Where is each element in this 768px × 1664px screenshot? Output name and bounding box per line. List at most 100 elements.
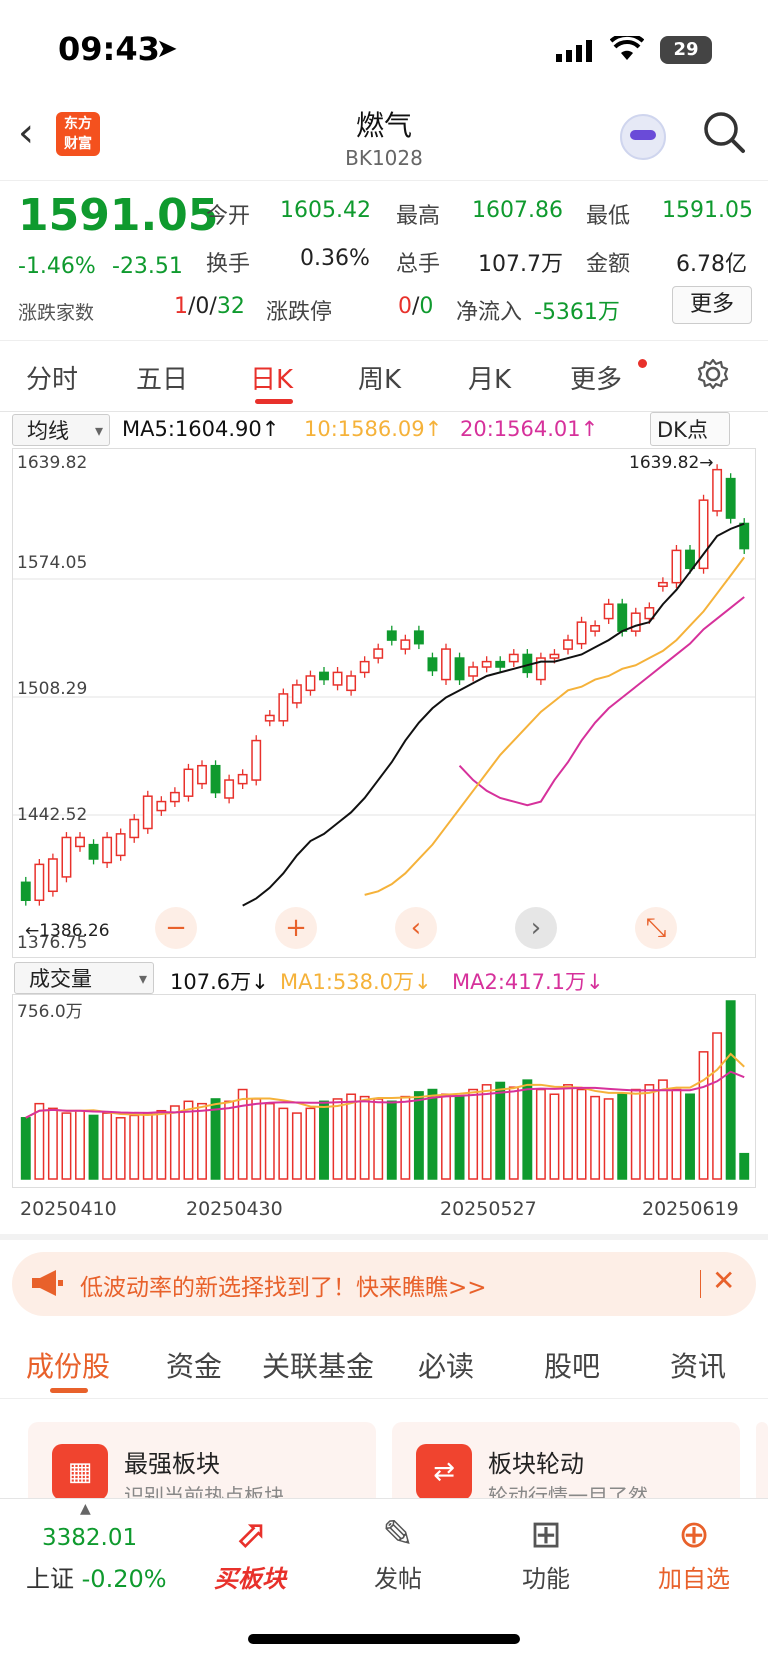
volume-bar — [305, 1107, 316, 1180]
volume-bar — [346, 1093, 357, 1180]
down-count: 32 — [216, 294, 245, 319]
y-axis-label-5: 1376.75 — [17, 933, 88, 953]
volume-indicator-selector[interactable]: 成交量 — [14, 962, 154, 995]
tab-constituents[interactable]: 成份股 — [26, 1350, 111, 1383]
volume-bar — [102, 1112, 113, 1180]
zoom-in-button[interactable]: + — [275, 907, 317, 949]
candle-body — [671, 549, 682, 584]
limit-label: 涨跌停 — [266, 300, 333, 325]
tab-weekly-k[interactable]: 周K — [358, 365, 402, 395]
limit-separator: / — [412, 294, 420, 319]
card-partial[interactable] — [756, 1422, 768, 1512]
close-icon[interactable]: ✕ — [712, 1264, 736, 1297]
tab-funds[interactable]: 资金 — [166, 1350, 223, 1383]
volume-ma1: MA1:538.0万↓ — [280, 970, 432, 994]
index-change: -0.20% — [81, 1565, 167, 1593]
tab-monthly-k[interactable]: 月K — [468, 365, 512, 395]
expand-caret-icon[interactable]: ▲ — [80, 1501, 91, 1517]
candle-body — [712, 468, 723, 512]
candle-body — [698, 499, 709, 570]
up-count: 1 — [174, 294, 188, 319]
candle-body — [508, 653, 519, 663]
section-divider — [0, 1234, 768, 1240]
fullscreen-button[interactable]: ⤡ — [635, 907, 677, 949]
kline-chart[interactable]: 1639.82 1574.05 1508.29 1442.52 1376.75 … — [12, 448, 756, 958]
search-icon[interactable] — [702, 110, 746, 158]
more-button[interactable]: 更多 — [672, 286, 752, 324]
scroll-right-button[interactable]: › — [515, 907, 557, 949]
volume-bar — [61, 1112, 72, 1180]
buy-sector-label: 买板块 — [214, 1565, 286, 1593]
tab-must-read[interactable]: 必读 — [418, 1350, 475, 1383]
megaphone-icon — [30, 1268, 64, 1302]
volume-chart[interactable]: 756.0万 — [12, 994, 756, 1188]
candle-body — [129, 818, 140, 839]
post-button[interactable]: ✎ 发帖 — [338, 1509, 458, 1594]
buy-sector-icon: ⬀ — [234, 1512, 266, 1556]
volume-bar — [75, 1109, 85, 1180]
candle-body — [373, 648, 384, 659]
volume-bar — [183, 1100, 194, 1180]
scroll-left-button[interactable]: ‹ — [395, 907, 437, 949]
card-title: 板块轮动 — [488, 1450, 584, 1478]
volume-current: 107.6万↓ — [170, 970, 269, 994]
candle-body — [305, 675, 316, 692]
tab-forum[interactable]: 股吧 — [544, 1350, 601, 1383]
candle-body — [332, 671, 343, 686]
back-arrow-icon[interactable]: ‹ — [18, 110, 34, 156]
zoom-out-button[interactable]: − — [155, 907, 197, 949]
volume-bar — [522, 1079, 533, 1180]
buy-sector-button[interactable]: ⬀ 买板块 — [190, 1509, 310, 1594]
candle-body — [210, 764, 221, 794]
cellular-signal-icon — [556, 40, 592, 62]
limit-up-count: 0 — [398, 294, 412, 319]
volume-bar — [698, 1051, 709, 1180]
promo-banner[interactable]: 低波动率的新选择找到了！快来瞧瞧>> ✕ — [12, 1252, 756, 1316]
volume-bar — [251, 1098, 262, 1180]
candle-body — [319, 671, 329, 681]
volume-bar — [630, 1088, 641, 1180]
volume-bar — [156, 1109, 167, 1180]
candle-body — [88, 843, 99, 860]
tab-more[interactable]: 更多 — [570, 365, 623, 395]
max-price-marker: 1639.82→ — [629, 453, 714, 473]
volume-ma2: MA2:417.1万↓ — [452, 970, 604, 994]
more-notification-dot — [638, 359, 647, 368]
candle-body — [617, 603, 628, 632]
y-axis-label-3: 1508.29 — [17, 679, 88, 699]
high-value: 1607.86 — [472, 198, 563, 223]
candle-body — [183, 768, 194, 797]
candle-body — [725, 477, 736, 519]
candle-body — [563, 639, 573, 650]
robot-assistant-icon[interactable] — [620, 114, 666, 160]
candle-body — [427, 657, 438, 672]
current-price: 1591.05 — [18, 190, 219, 241]
clock: 09:43 — [58, 30, 160, 68]
card-strongest-sector[interactable]: ▦ 最强板块 识别当前热点板块 — [28, 1422, 376, 1512]
turnover-label: 换手 — [206, 252, 251, 277]
tab-five-day[interactable]: 五日 — [136, 365, 189, 395]
tab-news[interactable]: 资讯 — [670, 1350, 727, 1383]
volume-bar — [644, 1084, 655, 1180]
index-quote[interactable]: 上证 -0.20% — [26, 1559, 167, 1594]
candle-body — [20, 881, 31, 902]
candle-body — [142, 795, 153, 830]
tab-related-funds[interactable]: 关联基金 — [262, 1350, 375, 1383]
netflow-label: 净流入 — [456, 300, 523, 325]
tab-daily-k[interactable]: 日K — [250, 365, 294, 395]
post-label: 发帖 — [374, 1565, 422, 1593]
chart-board-icon: ▦ — [52, 1444, 108, 1500]
functions-button[interactable]: ⊞ 功能 — [486, 1509, 606, 1594]
volume-bar — [278, 1107, 289, 1180]
updown-count-label: 涨跌家数 — [18, 302, 95, 324]
gear-icon[interactable] — [696, 357, 730, 395]
active-tab-indicator — [255, 399, 293, 404]
limit-down-count: 0 — [419, 294, 434, 319]
candle-body — [468, 666, 479, 677]
dk-point-button[interactable]: DK点 — [650, 412, 730, 446]
candle-body — [657, 581, 668, 588]
location-icon: ➤ — [156, 34, 178, 64]
tab-intraday[interactable]: 分时 — [26, 365, 79, 395]
indicator-selector[interactable]: 均线 — [12, 414, 110, 447]
add-watchlist-button[interactable]: ⊕ 加自选 — [634, 1509, 754, 1594]
